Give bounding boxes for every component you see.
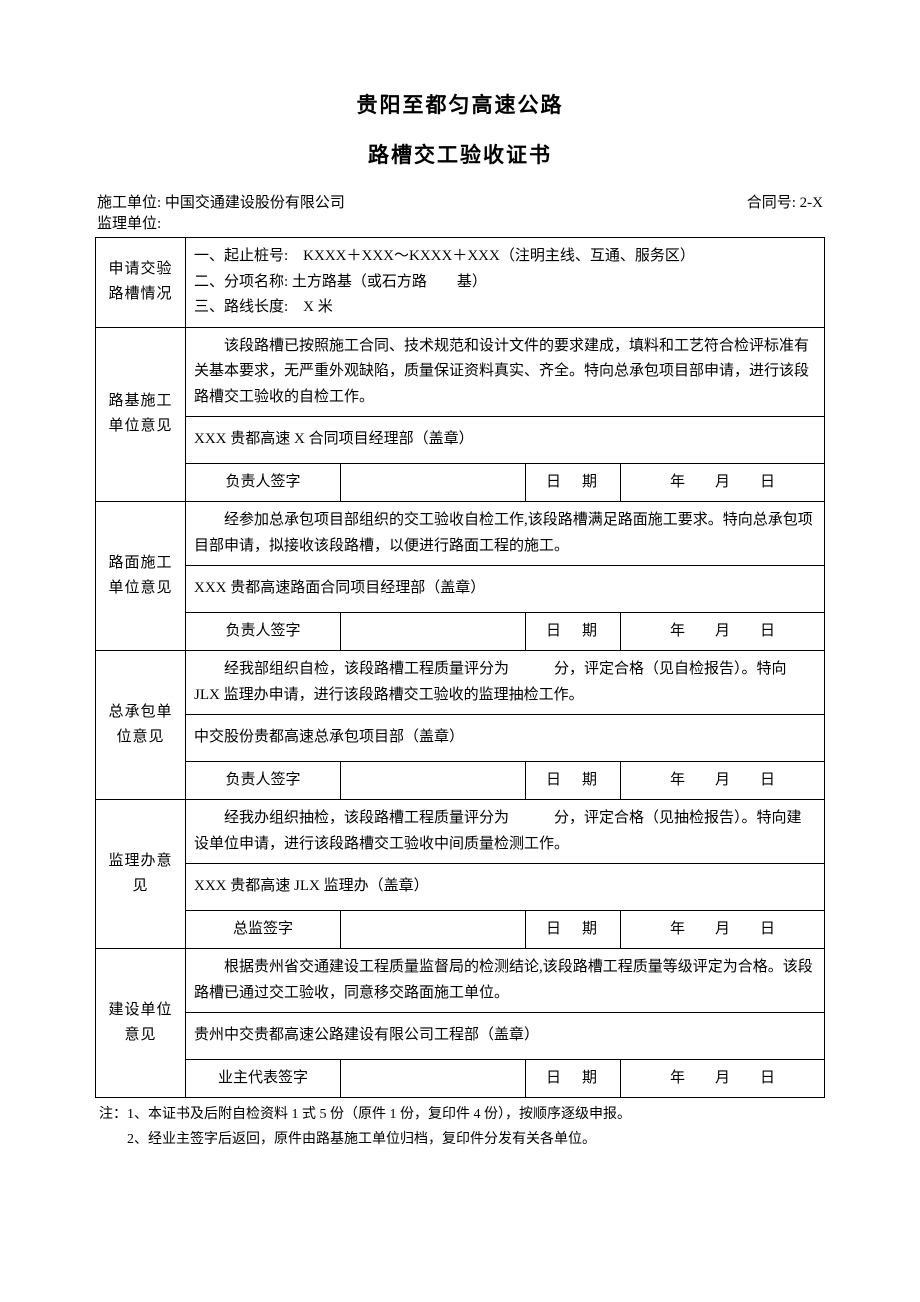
supervise-label: 监理办意见 bbox=[96, 800, 186, 949]
supervise-para-row: 监理办意见 经我办组织抽检，该段路槽工程质量评分为 分，评定合格（见抽检报告）。… bbox=[96, 800, 825, 864]
apply-line2: 二、分项名称: 土方路基（或石方路 基） bbox=[194, 270, 816, 296]
surface-para: 经参加总承包项目部组织的交工验收自检工作,该段路槽满足路面施工要求。特向总承包项… bbox=[186, 502, 825, 566]
surface-sign-label: 负责人签字 bbox=[186, 612, 341, 651]
surface-stamp-row: XXX 贵都高速路面合同项目经理部（盖章） bbox=[96, 566, 825, 613]
surface-sign-field bbox=[341, 612, 526, 651]
supervise-sign-label: 总监签字 bbox=[186, 910, 341, 949]
contractor-para: 经我部组织自检，该段路槽工程质量评分为 分，评定合格（见自检报告）。特向 JLX… bbox=[186, 651, 825, 715]
apply-line3: 三、路线长度: X 米 bbox=[194, 295, 816, 321]
contractor-stamp: 中交股份贵都高速总承包项目部（盖章） bbox=[186, 715, 825, 762]
roadbed-sign-field bbox=[341, 463, 526, 502]
footnote-2: 2、经业主签字后返回，原件由路基施工单位归档，复印件分发有关各单位。 bbox=[99, 1127, 821, 1152]
surface-para-row: 路面施工单位意见 经参加总承包项目部组织的交工验收自检工作,该段路槽满足路面施工… bbox=[96, 502, 825, 566]
supervise-date-field: 年 月 日 bbox=[621, 910, 825, 949]
surface-stamp: XXX 贵都高速路面合同项目经理部（盖章） bbox=[186, 566, 825, 613]
supervise-para: 经我办组织抽检，该段路槽工程质量评分为 分，评定合格（见抽检报告）。特向建设单位… bbox=[186, 800, 825, 864]
roadbed-date-label: 日 期 bbox=[526, 463, 621, 502]
supervise-date-label: 日 期 bbox=[526, 910, 621, 949]
owner-sign-label: 业主代表签字 bbox=[186, 1059, 341, 1098]
apply-label: 申请交验路槽情况 bbox=[96, 238, 186, 328]
contractor-sign-row: 负责人签字 日 期 年 月 日 bbox=[96, 761, 825, 800]
owner-stamp-row: 贵州中交贵都高速公路建设有限公司工程部（盖章） bbox=[96, 1013, 825, 1060]
contractor-date-label: 日 期 bbox=[526, 761, 621, 800]
roadbed-para-row: 路基施工单位意见 该段路槽已按照施工合同、技术规范和设计文件的要求建成，填料和工… bbox=[96, 327, 825, 417]
supervisor-label: 监理单位: bbox=[97, 216, 161, 232]
supervise-para-text: 经我办组织抽检，该段路槽工程质量评分为 分，评定合格（见抽检报告）。特向建设单位… bbox=[194, 806, 816, 857]
roadbed-label: 路基施工单位意见 bbox=[96, 327, 186, 502]
supervise-stamp-row: XXX 贵都高速 JLX 监理办（盖章） bbox=[96, 864, 825, 911]
owner-para: 根据贵州省交通建设工程质量监督局的检测结论,该段路槽工程质量等级评定为合格。该段… bbox=[186, 949, 825, 1013]
header-info-row-1: 施工单位: 中国交通建设股份有限公司 合同号: 2-X bbox=[95, 193, 825, 214]
surface-date-label: 日 期 bbox=[526, 612, 621, 651]
contractor-para-row: 总承包单位意见 经我部组织自检，该段路槽工程质量评分为 分，评定合格（见自检报告… bbox=[96, 651, 825, 715]
apply-line1: 一、起止桩号: KXXX＋XXX～KXXX＋XXX（注明主线、互通、服务区） bbox=[194, 244, 816, 270]
footnotes: 注：1、本证书及后附自检资料 1 式 5 份（原件 1 份，复印件 4 份），按… bbox=[95, 1098, 825, 1152]
surface-para-text: 经参加总承包项目部组织的交工验收自检工作,该段路槽满足路面施工要求。特向总承包项… bbox=[194, 508, 816, 559]
contractor-date-field: 年 月 日 bbox=[621, 761, 825, 800]
surface-label: 路面施工单位意见 bbox=[96, 502, 186, 651]
acceptance-form-table: 申请交验路槽情况 一、起止桩号: KXXX＋XXX～KXXX＋XXX（注明主线、… bbox=[95, 237, 825, 1098]
apply-row: 申请交验路槽情况 一、起止桩号: KXXX＋XXX～KXXX＋XXX（注明主线、… bbox=[96, 238, 825, 328]
contractor-stamp-row: 中交股份贵都高速总承包项目部（盖章） bbox=[96, 715, 825, 762]
roadbed-para: 该段路槽已按照施工合同、技术规范和设计文件的要求建成，填料和工艺符合检评标准有关… bbox=[186, 327, 825, 417]
owner-date-label: 日 期 bbox=[526, 1059, 621, 1098]
surface-date-field: 年 月 日 bbox=[621, 612, 825, 651]
contractor-sign-label: 负责人签字 bbox=[186, 761, 341, 800]
roadbed-sign-row: 负责人签字 日 期 年 月 日 bbox=[96, 463, 825, 502]
contractor-label: 总承包单位意见 bbox=[96, 651, 186, 800]
owner-date-field: 年 月 日 bbox=[621, 1059, 825, 1098]
owner-label: 建设单位意见 bbox=[96, 949, 186, 1098]
owner-para-row: 建设单位意见 根据贵州省交通建设工程质量监督局的检测结论,该段路槽工程质量等级评… bbox=[96, 949, 825, 1013]
constructor-value: 中国交通建设股份有限公司 bbox=[165, 195, 345, 211]
document-title-line1: 贵阳至都匀高速公路 bbox=[95, 90, 825, 122]
owner-sign-field bbox=[341, 1059, 526, 1098]
contractor-sign-field bbox=[341, 761, 526, 800]
roadbed-sign-label: 负责人签字 bbox=[186, 463, 341, 502]
roadbed-para-text: 该段路槽已按照施工合同、技术规范和设计文件的要求建成，填料和工艺符合检评标准有关… bbox=[194, 334, 816, 411]
contract-label: 合同号: bbox=[747, 195, 796, 211]
supervise-sign-row: 总监签字 日 期 年 月 日 bbox=[96, 910, 825, 949]
owner-para-text: 根据贵州省交通建设工程质量监督局的检测结论,该段路槽工程质量等级评定为合格。该段… bbox=[194, 955, 816, 1006]
contractor-para-text: 经我部组织自检，该段路槽工程质量评分为 分，评定合格（见自检报告）。特向 JLX… bbox=[194, 657, 816, 708]
footnote-1: 注：1、本证书及后附自检资料 1 式 5 份（原件 1 份，复印件 4 份），按… bbox=[99, 1102, 821, 1127]
roadbed-date-field: 年 月 日 bbox=[621, 463, 825, 502]
surface-sign-row: 负责人签字 日 期 年 月 日 bbox=[96, 612, 825, 651]
document-title-line2: 路槽交工验收证书 bbox=[95, 140, 825, 172]
supervise-stamp: XXX 贵都高速 JLX 监理办（盖章） bbox=[186, 864, 825, 911]
owner-sign-row: 业主代表签字 日 期 年 月 日 bbox=[96, 1059, 825, 1098]
acceptance-certificate-page: 贵阳至都匀高速公路 路槽交工验收证书 施工单位: 中国交通建设股份有限公司 合同… bbox=[0, 0, 920, 1212]
roadbed-stamp-row: XXX 贵都高速 X 合同项目经理部（盖章） bbox=[96, 417, 825, 464]
apply-content: 一、起止桩号: KXXX＋XXX～KXXX＋XXX（注明主线、互通、服务区） 二… bbox=[186, 238, 825, 328]
owner-stamp: 贵州中交贵都高速公路建设有限公司工程部（盖章） bbox=[186, 1013, 825, 1060]
supervise-sign-field bbox=[341, 910, 526, 949]
constructor-label: 施工单位: bbox=[97, 195, 161, 211]
roadbed-stamp: XXX 贵都高速 X 合同项目经理部（盖章） bbox=[186, 417, 825, 464]
header-info-row-2: 监理单位: bbox=[95, 214, 825, 235]
contract-value: 2-X bbox=[800, 195, 823, 211]
